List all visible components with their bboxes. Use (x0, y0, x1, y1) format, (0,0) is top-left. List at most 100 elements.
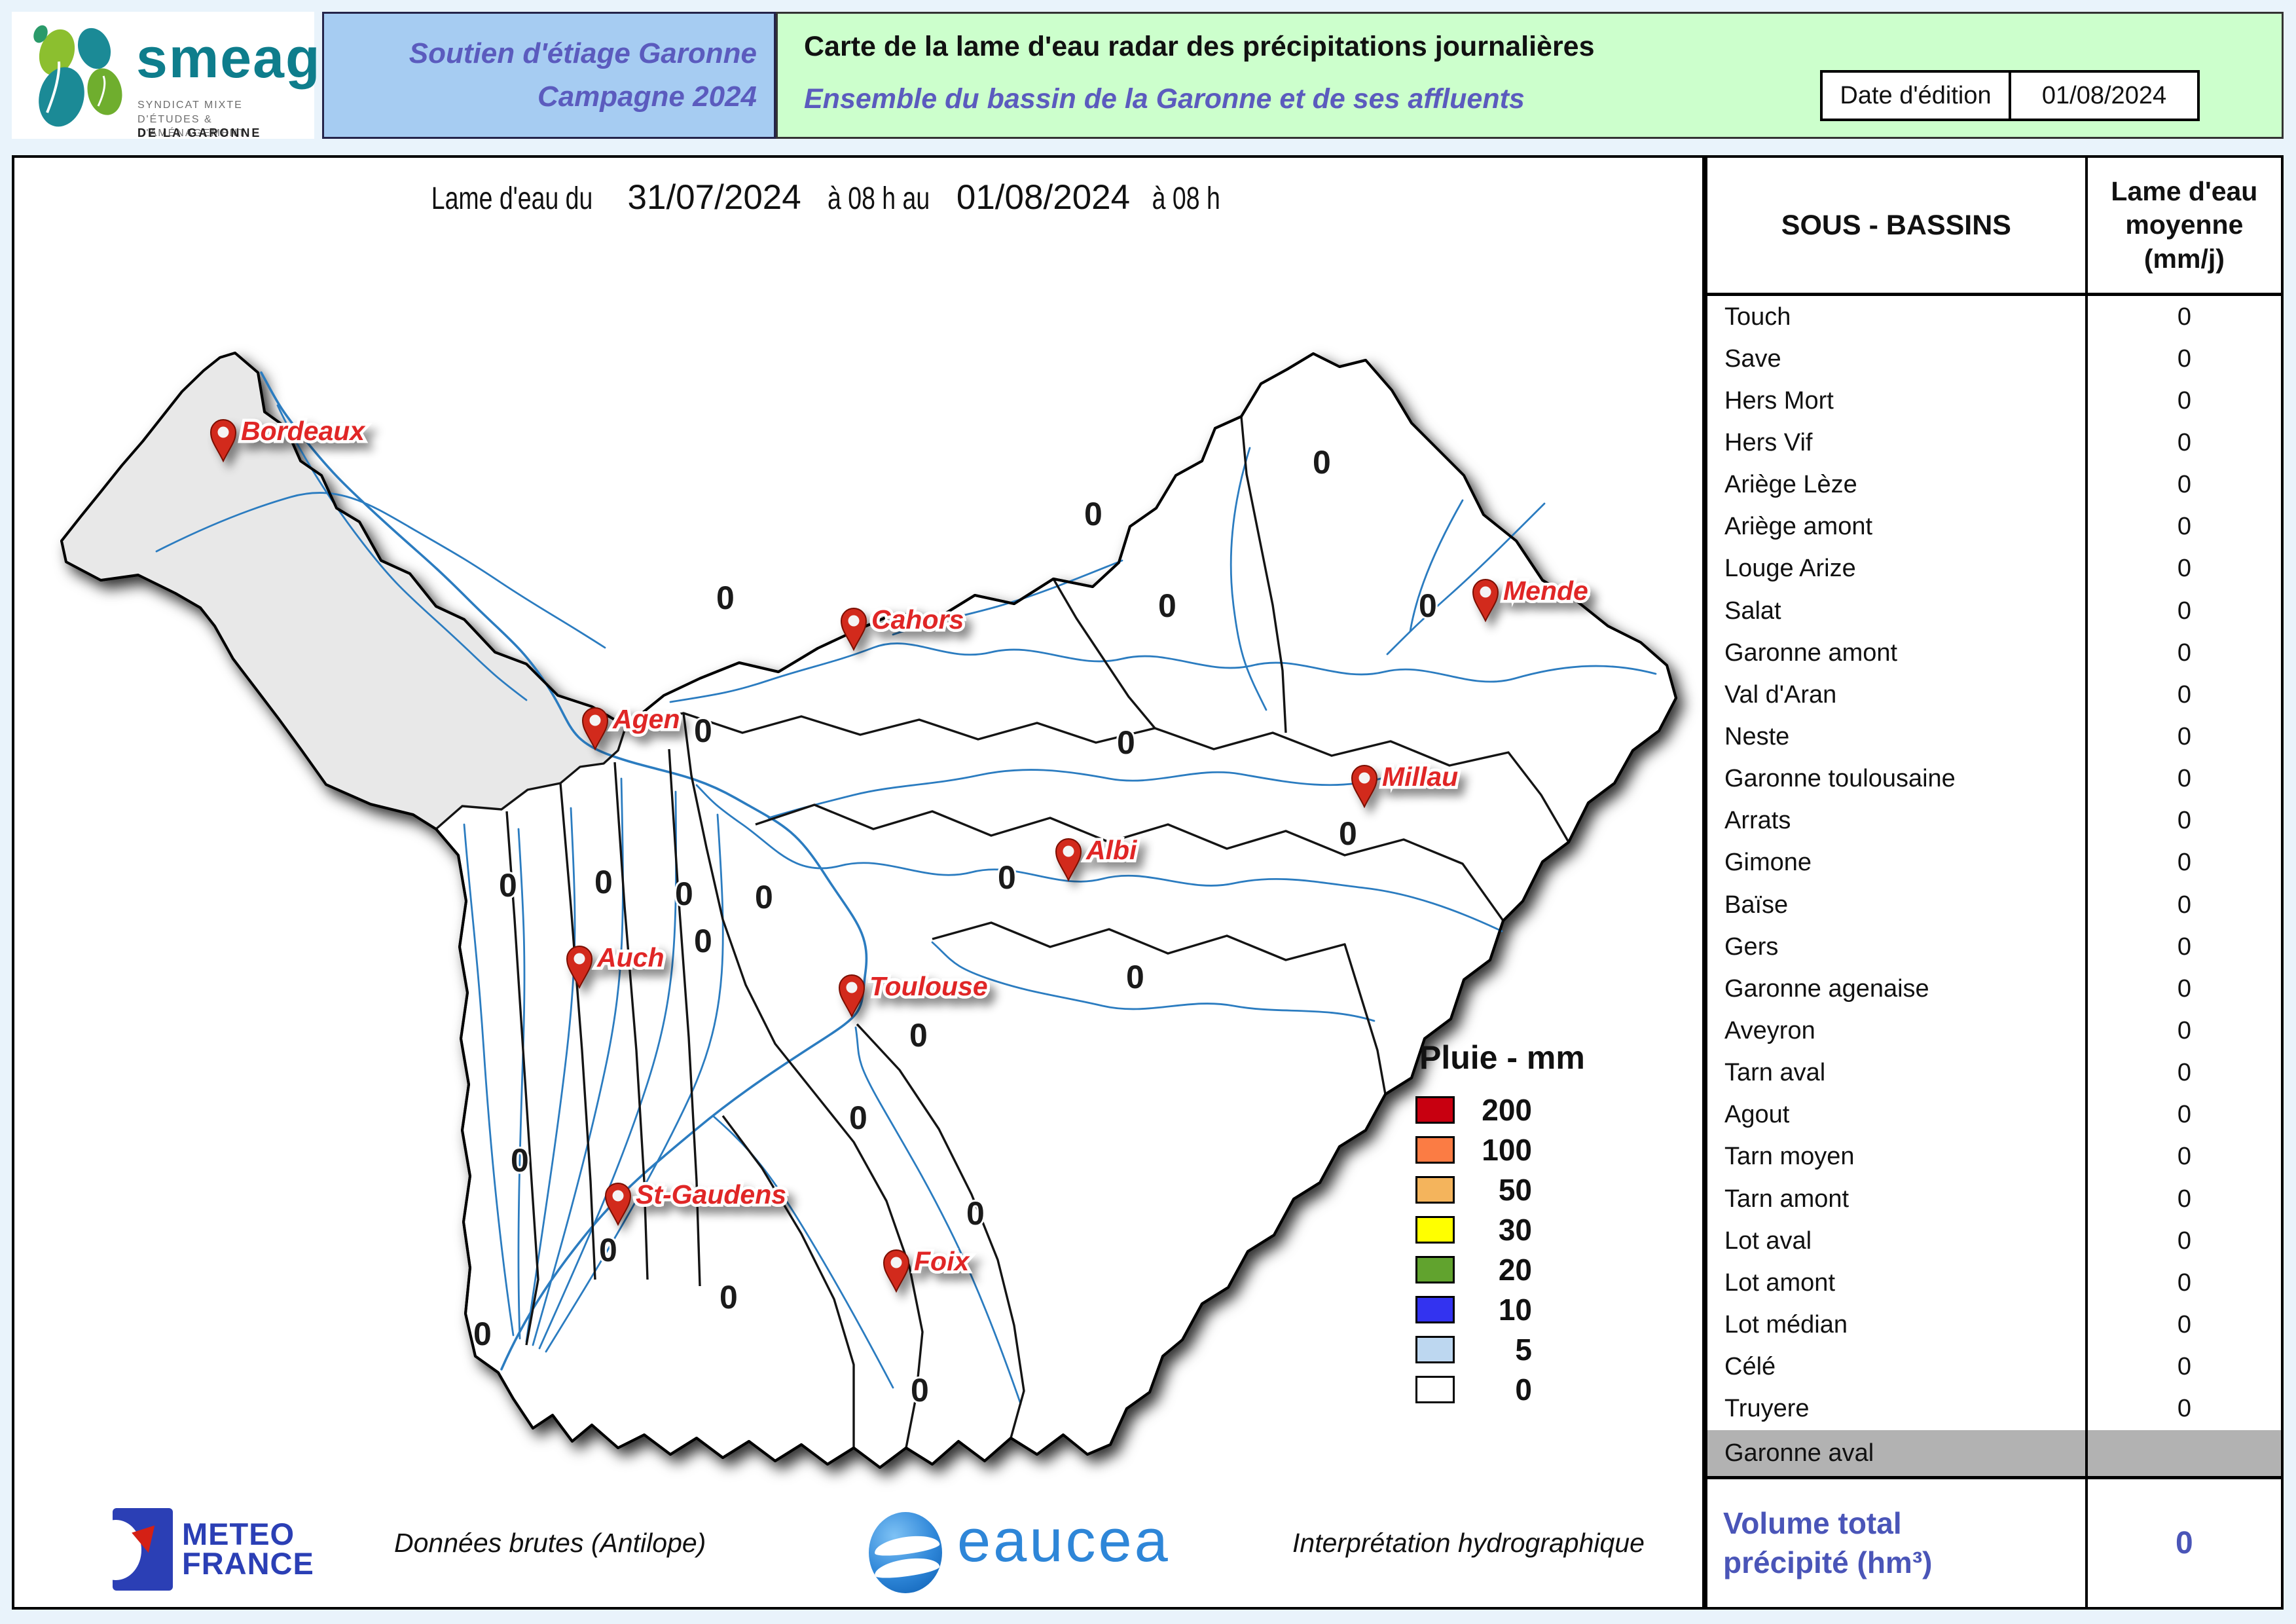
zero-value-label: 0 (849, 1099, 867, 1136)
map-pin-dot (1358, 772, 1370, 784)
subbasin-name: Lot médian (1707, 1304, 2088, 1346)
zero-value-label: 0 (1126, 959, 1144, 995)
table-row: Tarn amont 0 (1707, 1177, 2281, 1221)
subbasin-value: 0 (2177, 722, 2191, 750)
subbasin-name: Gimone (1707, 841, 2088, 884)
subbasin-name: Neste (1707, 716, 2088, 758)
subbasin-value: 0 (2177, 1059, 2191, 1087)
legend-swatch (1415, 1295, 1455, 1323)
zero-value-label: 0 (998, 859, 1016, 896)
map-pin-dot (848, 615, 860, 627)
zero-value-label: 0 (716, 580, 735, 616)
subbasin-name: Louge Arize (1707, 547, 2088, 590)
smeag-logo-icon (33, 25, 122, 127)
subbasin-value: 0 (2177, 1143, 2191, 1171)
map-title-date2: 01/08/2024 (956, 178, 1131, 217)
subbasin-value: 0 (2177, 1268, 2191, 1297)
table-row: Val d'Aran 0 (1707, 674, 2281, 716)
subbasin-value: 0 (2177, 1310, 2191, 1338)
meteo-france-logo: METEO FRANCE (113, 1502, 388, 1597)
subbasin-name: Agout (1707, 1094, 2088, 1136)
zero-value-label: 0 (473, 1316, 492, 1352)
city-marker-auch: Auch (566, 940, 667, 989)
legend-swatch (1415, 1175, 1455, 1204)
report-title: Carte de la lame d'eau radar des précipi… (804, 31, 1595, 62)
city-label: Toulouse (869, 971, 988, 1001)
subbasin-name: Save (1707, 338, 2088, 380)
subbasin-name: Val d'Aran (1707, 674, 2088, 716)
table-row: Gers 0 (1707, 926, 2281, 969)
legend-item: 20 (1415, 1249, 1585, 1289)
subbasin-name: Tarn moyen (1707, 1135, 2088, 1178)
subbasin-name: Hers Vif (1707, 422, 2088, 464)
table-header-subbasins: SOUS - BASSINS (1707, 158, 2088, 293)
subbasin-name: Tarn aval (1707, 1052, 2088, 1094)
table-row: Baïse 0 (1707, 883, 2281, 927)
table-row: Ariège Lèze 0 (1707, 464, 2281, 506)
legend-item: 50 (1415, 1170, 1585, 1209)
table-row: Garonne toulousaine 0 (1707, 758, 2281, 800)
smeag-wordmark: smeag (136, 27, 321, 90)
table-row: Hers Vif 0 (1707, 422, 2281, 464)
table-row: Lot aval 0 (1707, 1220, 2281, 1263)
legend-swatch (1415, 1135, 1455, 1164)
subbasin-name: Tarn amont (1707, 1177, 2088, 1221)
zero-value-label: 0 (594, 864, 613, 900)
table-row: Aveyron 0 (1707, 1010, 2281, 1052)
zero-value-label: 0 (499, 867, 517, 904)
subbasin-name: Salat (1707, 589, 2088, 633)
map-pin-dot (1480, 586, 1491, 598)
zero-value-label: 0 (511, 1142, 529, 1179)
campaign-line2: Campagne 2024 (537, 81, 757, 113)
map-pin-dot (890, 1257, 902, 1268)
legend-value: 5 (1515, 1332, 1532, 1367)
edition-date-label: Date d'édition (1820, 70, 2010, 121)
city-marker-mende: Mende (1472, 573, 1591, 623)
city-label: Millau (1382, 762, 1458, 792)
map-title: Lame d'eau du 31/07/2024 à 08 h au 01/08… (0, 177, 1663, 217)
legend-value: 0 (1515, 1372, 1532, 1407)
subbasin-value: 0 (2177, 1353, 2191, 1381)
city-label: Mende (1503, 576, 1588, 606)
subbasin-name: Lot aval (1707, 1220, 2088, 1263)
smeag-subtitle: SYNDICAT MIXTE D'ÉTUDES & D'AMÉNAGEMENT (137, 100, 246, 139)
map-pin-icon (883, 1249, 910, 1293)
zero-value-label: 0 (966, 1195, 985, 1232)
map-pin-dot (217, 426, 229, 438)
subbasin-value: 0 (2177, 680, 2191, 709)
table-row: Save 0 (1707, 338, 2281, 380)
data-source-note: Données brutes (Antilope) (394, 1528, 706, 1558)
map-pin-dot (846, 982, 858, 993)
legend-title: Pluie - mm (1419, 1039, 1585, 1076)
volume-total-value: 0 (2176, 1526, 2193, 1560)
table-row: Garonne agenaise 0 (1707, 968, 2281, 1010)
subbasin-name: Touch (1707, 296, 2088, 339)
smeag-logo-box: smeag SYNDICAT MIXTE D'ÉTUDES & D'AMÉNAGE… (12, 12, 320, 139)
zero-value-label: 0 (599, 1232, 617, 1268)
subbasin-value: 0 (2177, 471, 2191, 499)
subbasin-name: Garonne amont (1707, 632, 2088, 674)
map-pin-icon (566, 946, 593, 989)
campaign-banner: Soutien d'étiage Garonne Campagne 2024 (322, 12, 776, 139)
meteo-france-icon (113, 1508, 173, 1591)
subbasin-value: 0 (2177, 428, 2191, 456)
table-row: Lot médian 0 (1707, 1304, 2281, 1346)
subbasin-value: 0 (2177, 555, 2191, 583)
legend-swatch (1415, 1255, 1455, 1283)
zero-value-label: 0 (675, 876, 693, 912)
table-header-row: SOUS - BASSINS Lame d'eau moyenne (mm/j) (1707, 158, 2281, 296)
map-pin-icon (840, 608, 867, 652)
basin-outline (60, 352, 1677, 1469)
map-pin-icon (581, 707, 609, 751)
legend-items: 200 100 50 30 20 10 5 0 (1415, 1090, 1585, 1409)
table-row: Lot amont 0 (1707, 1262, 2281, 1304)
city-label: Albi (1085, 835, 1138, 865)
map-pin-dot (589, 714, 601, 726)
subbasin-value: 0 (2177, 1395, 2191, 1423)
subbasin-value: 0 (2177, 638, 2191, 667)
map-pin-icon (1055, 838, 1082, 882)
legend-value: 200 (1482, 1092, 1532, 1127)
volume-total-label: Volume total précipité (hm³) (1707, 1479, 2088, 1607)
